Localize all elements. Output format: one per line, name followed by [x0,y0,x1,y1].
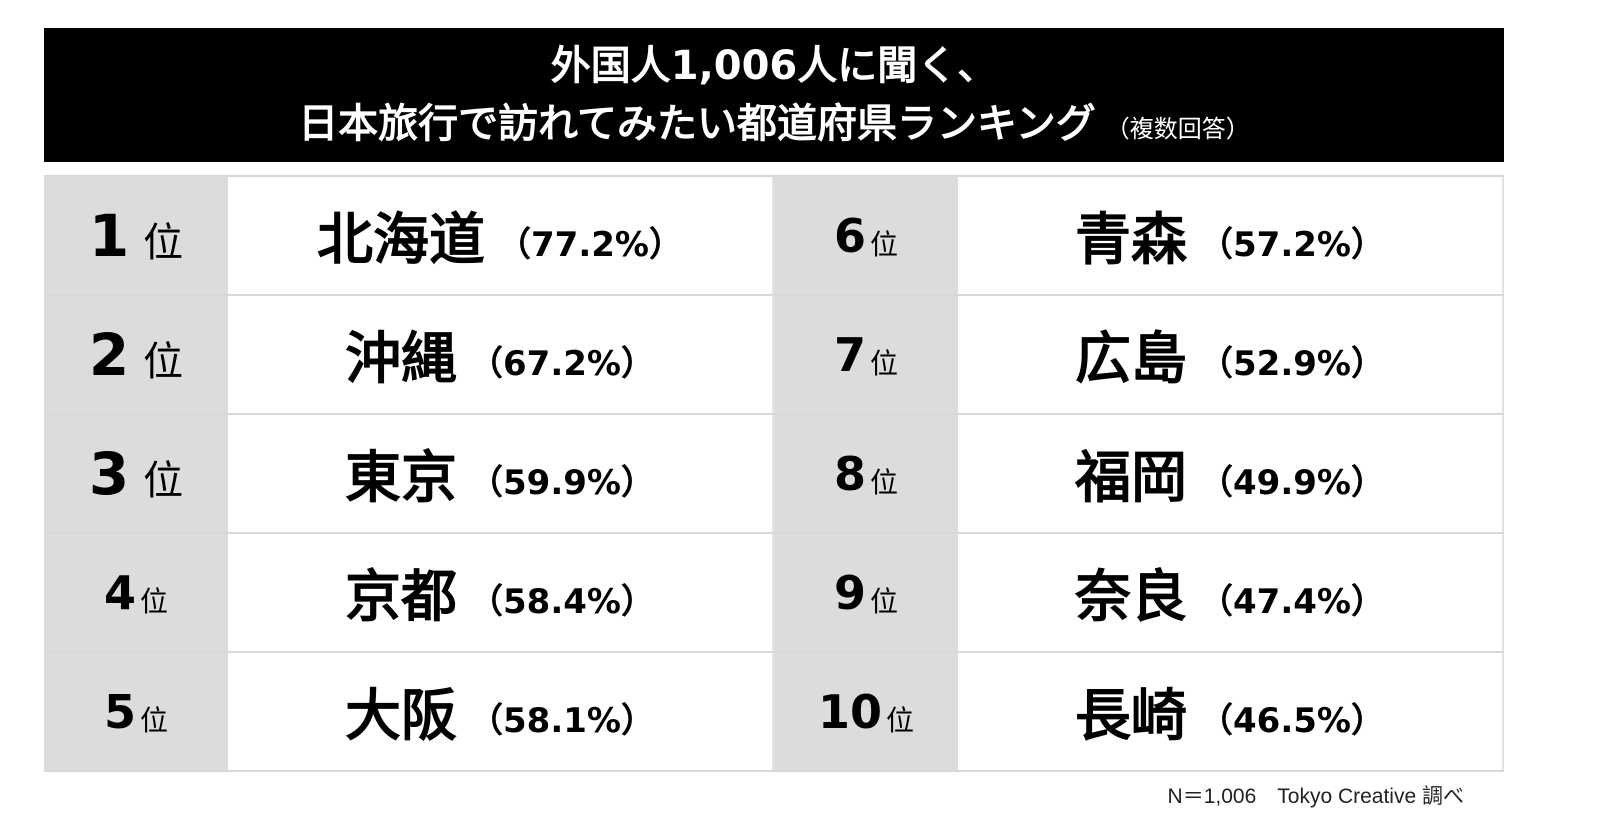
prefecture-name: 広島 [1075,327,1188,392]
percent-label: （57.2%） [1199,225,1385,265]
percent-label: （59.9%） [469,463,655,503]
percent-label: （46.5%） [1199,701,1385,741]
rank-number: 7 [833,327,866,382]
prefecture-cell: 沖縄 （67.2%） [228,296,774,413]
rank-cell: 4 位 [44,534,228,651]
prefecture-name: 福岡 [1075,446,1188,511]
prefecture-name: 長崎 [1075,684,1188,749]
prefecture-name: 東京 [345,446,458,511]
prefecture-cell: 東京 （59.9%） [228,415,774,532]
rank-number: 8 [833,446,866,501]
table-row: 9 位 奈良 （47.4%） [774,534,1504,653]
prefecture-name: 京都 [345,565,458,630]
prefecture-name: 沖縄 [345,327,458,392]
title-line-1: 外国人1,006人に聞く、 [550,43,998,89]
rank-suffix: 位 [143,338,184,385]
rank-suffix: 位 [143,219,184,266]
prefecture-cell: 京都 （58.4%） [228,534,774,651]
rank-number: 5 [103,684,136,739]
prefecture-name: 奈良 [1075,565,1188,630]
rank-number: 3 [88,439,130,508]
prefecture-name: 大阪 [345,684,458,749]
source-note: N＝1,006 Tokyo Creative 調べ [1167,785,1464,808]
table-row: 7 位 広島 （52.9%） [774,296,1504,415]
prefecture-cell: 長崎 （46.5%） [958,653,1504,770]
table-row: 5 位 大阪 （58.1%） [44,653,774,772]
table-row: 2 位 沖縄 （67.2%） [44,296,774,415]
table-row: 3 位 東京 （59.9%） [44,415,774,534]
rank-number: 1 [88,201,130,270]
title-subtitle: （複数回答） [1105,115,1250,143]
rank-number: 9 [833,565,866,620]
rank-suffix: 位 [870,584,899,618]
percent-label: （77.2%） [497,225,683,265]
prefecture-cell: 広島 （52.9%） [958,296,1504,413]
rank-number: 4 [103,565,136,620]
percent-label: （67.2%） [469,344,655,384]
title-line-2-text: 日本旅行で訪れてみたい都道府県ランキング [298,101,1096,147]
title-line-2: 日本旅行で訪れてみたい都道府県ランキング （複数回答） [44,100,1504,153]
percent-label: （58.1%） [469,701,655,741]
table-row: 1 位 北海道 （77.2%） [44,177,774,296]
percent-label: （58.4%） [469,582,655,622]
rank-number: 6 [833,208,866,263]
ranking-table: 1 位 北海道 （77.2%） 2 位 沖縄 （67.2%） 3 位 東京 （5… [44,175,1504,772]
rank-cell: 6 位 [774,177,958,294]
prefecture-cell: 奈良 （47.4%） [958,534,1504,651]
percent-label: （52.9%） [1199,344,1385,384]
percent-label: （47.4%） [1199,582,1385,622]
table-row: 8 位 福岡 （49.9%） [774,415,1504,534]
rank-cell: 8 位 [774,415,958,532]
rank-suffix: 位 [140,584,169,618]
rank-cell: 3 位 [44,415,228,532]
table-row: 4 位 京都 （58.4%） [44,534,774,653]
ranking-column-left: 1 位 北海道 （77.2%） 2 位 沖縄 （67.2%） 3 位 東京 （5… [44,177,774,772]
rank-number: 2 [88,320,130,389]
rank-suffix: 位 [870,227,899,261]
rank-suffix: 位 [140,703,169,737]
rank-suffix: 位 [870,465,899,499]
rank-suffix: 位 [886,703,915,737]
prefecture-cell: 北海道 （77.2%） [228,177,774,294]
rank-suffix: 位 [143,457,184,504]
prefecture-cell: 大阪 （58.1%） [228,653,774,770]
title-banner: 外国人1,006人に聞く、 日本旅行で訪れてみたい都道府県ランキング （複数回答） [44,28,1504,162]
prefecture-cell: 福岡 （49.9%） [958,415,1504,532]
rank-cell: 7 位 [774,296,958,413]
rank-suffix: 位 [870,346,899,380]
rank-cell: 2 位 [44,296,228,413]
percent-label: （49.9%） [1199,463,1385,503]
prefecture-name: 北海道 [317,208,486,273]
rank-cell: 5 位 [44,653,228,770]
prefecture-name: 青森 [1075,208,1188,273]
prefecture-cell: 青森 （57.2%） [958,177,1504,294]
rank-number: 10 [817,684,882,739]
table-row: 6 位 青森 （57.2%） [774,177,1504,296]
rank-cell: 10 位 [774,653,958,770]
ranking-column-right: 6 位 青森 （57.2%） 7 位 広島 （52.9%） 8 位 福岡 （49… [774,177,1504,772]
table-row: 10 位 長崎 （46.5%） [774,653,1504,772]
rank-cell: 9 位 [774,534,958,651]
rank-cell: 1 位 [44,177,228,294]
